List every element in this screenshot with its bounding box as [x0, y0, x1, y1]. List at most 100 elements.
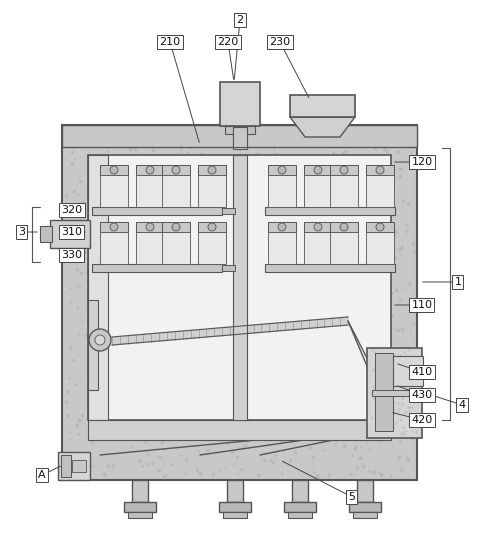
Bar [124, 502, 156, 512]
Circle shape [172, 223, 180, 231]
Text: 430: 430 [412, 390, 433, 400]
Bar [349, 502, 381, 512]
Bar [136, 175, 164, 207]
Text: 5: 5 [348, 492, 356, 502]
Bar [132, 480, 148, 502]
Circle shape [340, 223, 348, 231]
Bar [198, 165, 226, 175]
Bar [366, 165, 394, 175]
Circle shape [172, 166, 180, 174]
Bar [372, 390, 420, 396]
Bar [268, 222, 296, 232]
Bar [366, 175, 394, 207]
Text: 330: 330 [62, 250, 83, 260]
Bar [330, 175, 358, 207]
Circle shape [376, 223, 384, 231]
Text: 310: 310 [62, 227, 83, 237]
Bar [366, 222, 394, 232]
Bar [330, 232, 358, 264]
Bar [100, 165, 128, 175]
Bar [268, 175, 296, 207]
Text: 420: 420 [412, 415, 433, 425]
Bar [330, 165, 358, 175]
Bar [72, 460, 86, 472]
Text: 320: 320 [62, 205, 83, 215]
Bar [268, 165, 296, 175]
Bar [367, 348, 422, 438]
Bar [227, 480, 243, 502]
Circle shape [146, 166, 154, 174]
Bar [292, 480, 308, 502]
Circle shape [146, 223, 154, 231]
Bar [61, 455, 71, 477]
Bar [100, 232, 128, 264]
Circle shape [110, 166, 118, 174]
Bar [222, 265, 235, 271]
Text: 1: 1 [455, 277, 461, 287]
Bar [198, 175, 226, 207]
Bar [304, 222, 332, 232]
Bar [393, 356, 423, 386]
Bar [62, 125, 417, 480]
Bar [220, 82, 260, 126]
Circle shape [110, 223, 118, 231]
Bar [100, 175, 128, 207]
Text: 230: 230 [270, 37, 291, 47]
Bar [222, 208, 235, 214]
Circle shape [278, 223, 286, 231]
Bar [92, 207, 222, 215]
Circle shape [340, 166, 348, 174]
Polygon shape [290, 117, 355, 137]
Bar [88, 155, 391, 420]
Bar [225, 126, 255, 134]
Text: 220: 220 [217, 37, 239, 47]
Bar [40, 226, 52, 242]
Bar [100, 222, 128, 232]
Circle shape [208, 166, 216, 174]
Text: 210: 210 [160, 37, 181, 47]
Bar [330, 222, 358, 232]
Text: 2: 2 [237, 15, 244, 25]
Text: A: A [38, 470, 46, 480]
Bar [357, 480, 373, 502]
Polygon shape [112, 317, 348, 345]
Bar [366, 232, 394, 264]
Bar [304, 165, 332, 175]
Circle shape [376, 166, 384, 174]
Bar [92, 264, 222, 272]
Text: 3: 3 [19, 227, 25, 237]
Bar [233, 155, 247, 420]
Bar [128, 512, 152, 518]
Circle shape [89, 329, 111, 351]
Bar [265, 264, 395, 272]
Bar [233, 127, 247, 147]
Bar [88, 155, 108, 420]
Bar [223, 512, 247, 518]
Text: 4: 4 [458, 400, 466, 410]
Bar [268, 232, 296, 264]
Bar [284, 502, 316, 512]
Bar [265, 207, 395, 215]
Text: 120: 120 [412, 157, 433, 167]
Bar [88, 300, 98, 390]
Bar [162, 222, 190, 232]
Bar [136, 165, 164, 175]
Bar [219, 502, 251, 512]
Bar [136, 232, 164, 264]
Circle shape [208, 223, 216, 231]
Text: 110: 110 [412, 300, 433, 310]
Circle shape [314, 166, 322, 174]
Text: 410: 410 [412, 367, 433, 377]
Bar [62, 125, 417, 147]
Bar [162, 165, 190, 175]
Bar [304, 232, 332, 264]
Bar [88, 420, 391, 440]
Bar [288, 512, 312, 518]
Circle shape [278, 166, 286, 174]
Circle shape [95, 335, 105, 345]
Bar [50, 220, 90, 248]
Circle shape [314, 223, 322, 231]
Bar [162, 232, 190, 264]
Bar [353, 512, 377, 518]
Bar [304, 175, 332, 207]
